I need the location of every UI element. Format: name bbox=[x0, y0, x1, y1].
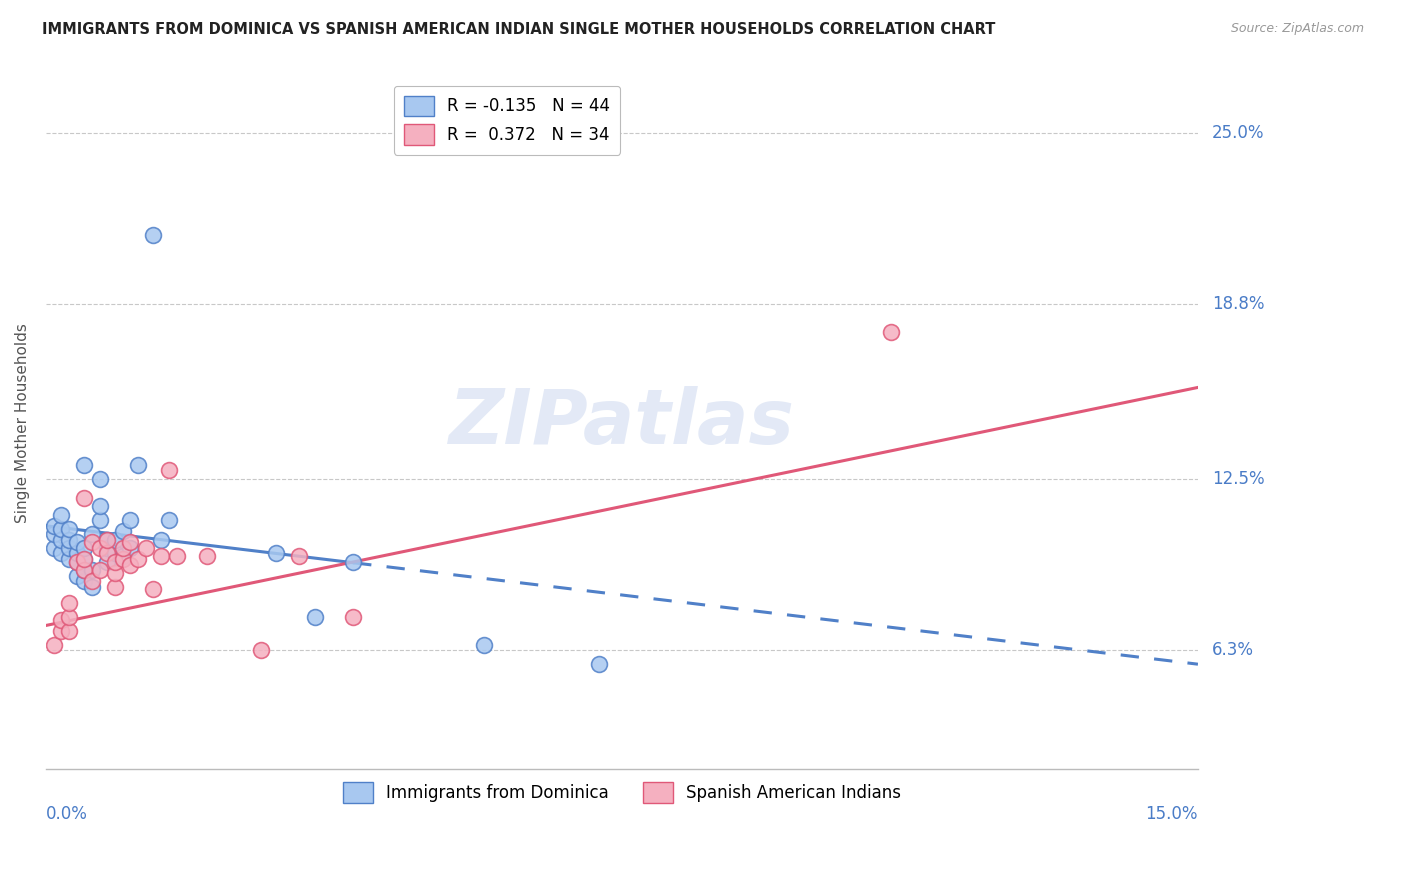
Point bbox=[89, 500, 111, 514]
Point bbox=[135, 541, 157, 555]
Point bbox=[111, 552, 134, 566]
Point bbox=[96, 533, 118, 547]
Point bbox=[80, 527, 103, 541]
Point bbox=[342, 555, 364, 569]
Point bbox=[104, 580, 127, 594]
Point bbox=[42, 638, 65, 652]
Point bbox=[104, 555, 127, 569]
Point bbox=[588, 657, 610, 672]
Point bbox=[111, 524, 134, 539]
Y-axis label: Single Mother Households: Single Mother Households bbox=[15, 324, 30, 524]
Point bbox=[142, 582, 165, 597]
Point bbox=[89, 563, 111, 577]
Point bbox=[66, 555, 89, 569]
Point bbox=[73, 574, 96, 589]
Point bbox=[73, 541, 96, 555]
Point bbox=[880, 325, 903, 339]
Point bbox=[142, 228, 165, 243]
Text: 15.0%: 15.0% bbox=[1146, 805, 1198, 823]
Point bbox=[51, 613, 73, 627]
Point bbox=[96, 533, 118, 547]
Point bbox=[58, 596, 80, 610]
Point bbox=[80, 535, 103, 549]
Point bbox=[288, 549, 311, 564]
Point bbox=[51, 522, 73, 536]
Text: Source: ZipAtlas.com: Source: ZipAtlas.com bbox=[1230, 22, 1364, 36]
Point bbox=[166, 549, 188, 564]
Point bbox=[111, 549, 134, 564]
Point bbox=[66, 547, 89, 561]
Point bbox=[58, 533, 80, 547]
Point bbox=[80, 574, 103, 589]
Point bbox=[472, 638, 495, 652]
Point bbox=[66, 568, 89, 582]
Point bbox=[51, 547, 73, 561]
Point bbox=[51, 508, 73, 522]
Point bbox=[96, 541, 118, 555]
Text: 25.0%: 25.0% bbox=[1212, 124, 1264, 142]
Point bbox=[73, 563, 96, 577]
Point bbox=[73, 552, 96, 566]
Point bbox=[104, 566, 127, 580]
Point bbox=[89, 541, 111, 555]
Text: 18.8%: 18.8% bbox=[1212, 295, 1264, 313]
Legend: Immigrants from Dominica, Spanish American Indians: Immigrants from Dominica, Spanish Americ… bbox=[336, 776, 907, 809]
Point bbox=[120, 535, 142, 549]
Point bbox=[51, 624, 73, 638]
Point bbox=[42, 518, 65, 533]
Point bbox=[73, 458, 96, 472]
Point bbox=[73, 552, 96, 566]
Point bbox=[120, 541, 142, 555]
Point bbox=[73, 491, 96, 505]
Point bbox=[111, 541, 134, 555]
Text: 12.5%: 12.5% bbox=[1212, 470, 1264, 488]
Point bbox=[58, 522, 80, 536]
Point bbox=[96, 547, 118, 561]
Point bbox=[120, 513, 142, 527]
Point bbox=[73, 563, 96, 577]
Point bbox=[250, 643, 273, 657]
Point bbox=[304, 610, 326, 624]
Point bbox=[104, 547, 127, 561]
Point bbox=[127, 552, 149, 566]
Text: IMMIGRANTS FROM DOMINICA VS SPANISH AMERICAN INDIAN SINGLE MOTHER HOUSEHOLDS COR: IMMIGRANTS FROM DOMINICA VS SPANISH AMER… bbox=[42, 22, 995, 37]
Text: 6.3%: 6.3% bbox=[1212, 641, 1254, 659]
Point bbox=[127, 458, 149, 472]
Point bbox=[58, 610, 80, 624]
Point bbox=[89, 513, 111, 527]
Point bbox=[96, 555, 118, 569]
Point bbox=[80, 563, 103, 577]
Point bbox=[66, 535, 89, 549]
Text: 0.0%: 0.0% bbox=[46, 805, 87, 823]
Point bbox=[266, 547, 288, 561]
Text: ZIPatlas: ZIPatlas bbox=[449, 386, 794, 460]
Point bbox=[80, 580, 103, 594]
Point bbox=[58, 552, 80, 566]
Point bbox=[51, 533, 73, 547]
Point bbox=[66, 555, 89, 569]
Point bbox=[150, 549, 173, 564]
Point bbox=[195, 549, 218, 564]
Point bbox=[42, 541, 65, 555]
Point bbox=[157, 463, 180, 477]
Point bbox=[342, 610, 364, 624]
Point bbox=[42, 527, 65, 541]
Point bbox=[157, 513, 180, 527]
Point bbox=[58, 624, 80, 638]
Point bbox=[120, 558, 142, 572]
Point bbox=[89, 472, 111, 486]
Point bbox=[104, 533, 127, 547]
Point bbox=[150, 533, 173, 547]
Point bbox=[58, 541, 80, 555]
